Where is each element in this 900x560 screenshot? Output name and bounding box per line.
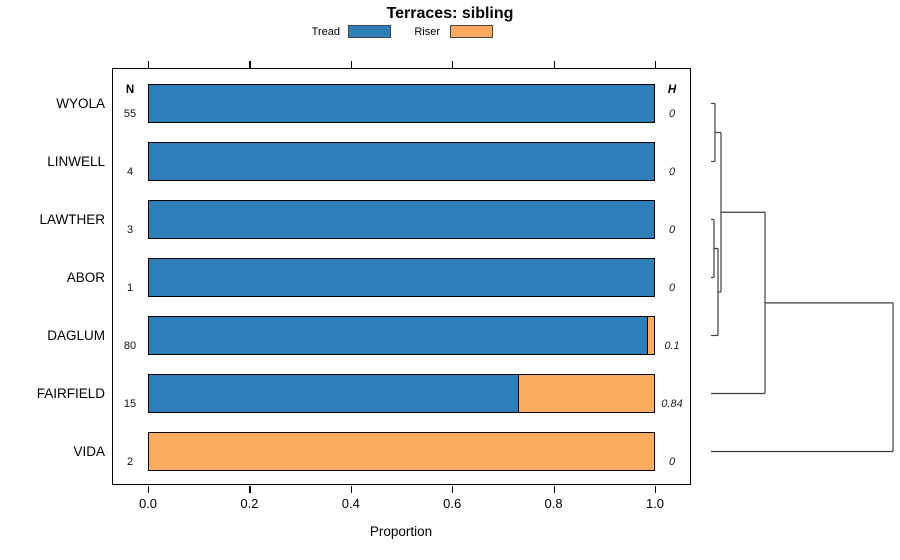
- row-label-daglum: DAGLUM: [47, 328, 105, 343]
- x-tick-bottom: [148, 486, 150, 493]
- tread-segment: [149, 375, 520, 412]
- stacked-bar: [148, 374, 655, 413]
- chart-title: Terraces: sibling: [386, 5, 514, 22]
- h-value: 0: [668, 282, 676, 294]
- n-value: 15: [123, 398, 137, 410]
- x-tick-label: 0.2: [240, 496, 259, 511]
- tread-segment: [149, 259, 654, 296]
- x-tick-bottom: [452, 486, 454, 493]
- n-value: 55: [123, 108, 137, 120]
- h-value: 0.84: [661, 398, 683, 410]
- x-tick-label: 1.0: [645, 496, 665, 511]
- tread-segment: [149, 143, 654, 180]
- x-tick-bottom: [655, 486, 657, 493]
- h-value: 0: [668, 108, 676, 120]
- h-value: 0: [668, 456, 676, 468]
- legend-swatch-tread: [348, 25, 391, 38]
- n-value: 4: [126, 166, 134, 178]
- column-header-h: H: [667, 84, 677, 96]
- row-label-lawther: LAWTHER: [39, 212, 105, 227]
- x-tick-bottom: [553, 486, 555, 493]
- n-value: 3: [126, 224, 134, 236]
- x-tick-top: [553, 61, 555, 68]
- x-tick-bottom: [249, 486, 251, 493]
- legend-label-riser: Riser: [414, 26, 440, 38]
- stacked-bar: [148, 142, 655, 181]
- column-header-n: N: [125, 84, 135, 96]
- riser-segment: [149, 433, 654, 470]
- riser-segment: [647, 317, 654, 354]
- legend-label-tread: Tread: [311, 26, 340, 38]
- x-tick-top: [350, 61, 353, 68]
- legend-swatch-riser: [450, 25, 493, 38]
- stacked-bar: [148, 258, 655, 297]
- stacked-bar: [148, 200, 655, 239]
- n-value: 1: [126, 282, 134, 294]
- x-tick-label: 0.0: [138, 496, 158, 511]
- stacked-bar: [148, 432, 655, 471]
- x-tick-top: [655, 61, 657, 68]
- n-value: 2: [126, 456, 134, 468]
- row-label-abor: ABOR: [66, 270, 105, 285]
- h-value: 0: [668, 224, 676, 236]
- row-label-fairfield: FAIRFIELD: [36, 386, 105, 401]
- plot-area-border: [112, 68, 691, 485]
- tread-segment: [149, 201, 654, 238]
- x-tick-label: 0.8: [544, 496, 563, 511]
- stacked-bar: [148, 316, 655, 355]
- x-tick-top: [148, 61, 150, 68]
- x-tick-bottom: [350, 486, 353, 493]
- x-axis-label: Proportion: [369, 524, 433, 539]
- stacked-bar: [148, 84, 655, 123]
- x-tick-top: [249, 61, 251, 68]
- tread-segment: [149, 317, 648, 354]
- tread-segment: [149, 85, 654, 122]
- n-value: 80: [123, 340, 137, 352]
- x-tick-label: 0.4: [341, 496, 360, 511]
- x-tick-top: [452, 61, 454, 68]
- row-label-vida: VIDA: [73, 444, 105, 459]
- h-value: 0.1: [664, 340, 680, 352]
- h-value: 0: [668, 166, 676, 178]
- row-label-wyola: WYOLA: [56, 96, 105, 111]
- row-label-linwell: LINWELL: [47, 154, 105, 169]
- riser-segment: [519, 375, 654, 412]
- x-tick-label: 0.6: [443, 496, 462, 511]
